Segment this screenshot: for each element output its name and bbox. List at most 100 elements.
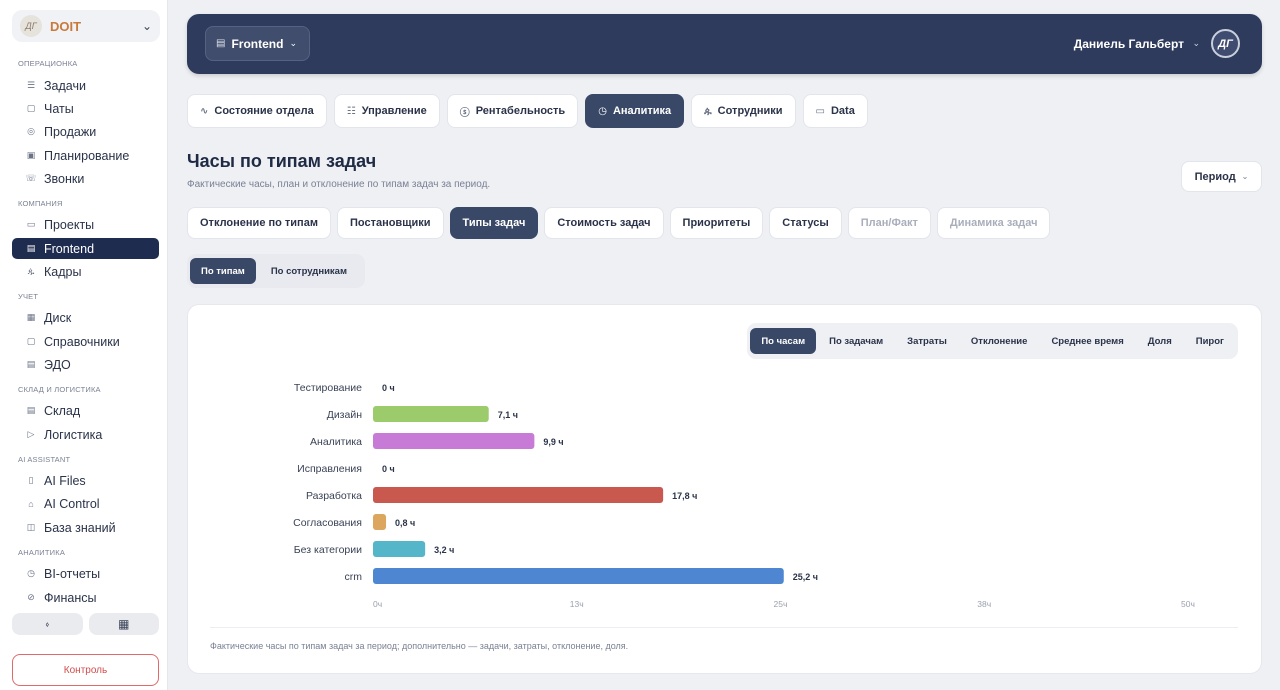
- category-label: Аналитика: [310, 436, 362, 448]
- top-header: ▤ Frontend ⌄ Даниель Гальберт ⌄ ДГ: [187, 14, 1262, 74]
- sidebar-section-warehouse: СКЛАД И ЛОГИСТИКА: [18, 385, 101, 394]
- bar[interactable]: [373, 433, 535, 449]
- toggle-by-types[interactable]: По типам: [190, 258, 256, 284]
- period-label: Период: [1194, 170, 1236, 183]
- sidebar-section-ai: AI ASSISTANT: [18, 455, 71, 464]
- disk-icon: ▦: [26, 312, 36, 322]
- sidebar-section-analytics: АНАЛИТИКА: [18, 548, 66, 557]
- sidebar-item-directories[interactable]: ▢ Справочники: [12, 331, 159, 352]
- org-switcher[interactable]: ДГ DOIT ⌄: [12, 10, 160, 42]
- share-icon: ⬫: [45, 616, 49, 631]
- category-label: Согласования: [293, 517, 362, 529]
- tab-analytics[interactable]: ◷ Аналитика: [585, 94, 685, 128]
- category-label: Без категории: [294, 544, 362, 556]
- sidebar-item-label: Чаты: [44, 101, 74, 116]
- sidebar-item-ai-control[interactable]: ⌂ AI Control: [12, 493, 159, 514]
- metric-tasks[interactable]: По задачам: [829, 335, 884, 347]
- sidebar-item-label: Финансы: [44, 590, 97, 605]
- view-toggle: По типам По сотрудникам: [187, 254, 365, 288]
- tab-data[interactable]: ▭ Data: [802, 94, 868, 128]
- money-icon: ⓢ: [459, 107, 470, 119]
- category-label: Дизайн: [327, 409, 362, 421]
- subtab-task-types[interactable]: Типы задач: [449, 207, 539, 239]
- subtab-task-cost[interactable]: Стоимость задач: [544, 207, 664, 239]
- user-name[interactable]: Даниель Гальберт: [1073, 37, 1184, 51]
- sidebar-item-label: Справочники: [44, 334, 120, 349]
- document-icon: ▤: [26, 359, 36, 369]
- sidebar-item-planning[interactable]: ▣ Планирование: [12, 145, 159, 166]
- sidebar-item-sales[interactable]: ◎ Продажи: [12, 121, 159, 142]
- sidebar-item-chats[interactable]: ▢ Чаты: [12, 98, 159, 119]
- tab-department-state[interactable]: ∿ Состояние отдела: [187, 94, 327, 128]
- sidebar-item-finance[interactable]: ⊘ Финансы: [12, 587, 159, 608]
- analytics-subtabs: Отклонение по типам Постановщики Типы за…: [187, 207, 1051, 239]
- category-label: Исправления: [297, 463, 362, 475]
- page-subtitle: Фактические часы, план и отклонение по т…: [187, 179, 491, 190]
- bar[interactable]: [373, 568, 784, 584]
- sidebar-item-logistics[interactable]: ▷ Логистика: [12, 424, 159, 445]
- sidebar-item-projects[interactable]: ▭ Проекты: [12, 214, 159, 235]
- value-label: 0,8 ч: [395, 518, 415, 528]
- bar[interactable]: [373, 514, 387, 530]
- org-name: DOIT: [50, 18, 82, 34]
- chevron-down-icon[interactable]: ⌄: [1192, 38, 1200, 48]
- subtab-deviation-by-type[interactable]: Отклонение по типам: [187, 207, 331, 239]
- report-icon: ◷: [27, 568, 35, 578]
- subtab-plan-fact[interactable]: План/Факт: [847, 207, 931, 239]
- tab-label: Аналитика: [612, 105, 672, 117]
- metric-avg-time[interactable]: Среднее время: [1051, 335, 1124, 347]
- sidebar-item-frontend[interactable]: ▤ Frontend: [12, 238, 159, 259]
- tab-employees[interactable]: ዹ Сотрудники: [691, 94, 796, 128]
- sidebar-item-disk[interactable]: ▦ Диск: [12, 307, 159, 328]
- sidebar-item-label: Кадры: [44, 264, 82, 279]
- value-label: 25,2 ч: [793, 572, 818, 582]
- subtab-assigners[interactable]: Постановщики: [336, 207, 444, 239]
- subtab-statuses[interactable]: Статусы: [769, 207, 842, 239]
- value-label: 0 ч: [382, 464, 395, 474]
- sidebar-item-warehouse[interactable]: ▤ Склад: [12, 400, 159, 421]
- subtab-priorities[interactable]: Приоритеты: [669, 207, 764, 239]
- x-tick-label: 38ч: [977, 599, 991, 609]
- calendar-button[interactable]: ▦: [88, 613, 159, 635]
- warehouse-icon: ▤: [26, 405, 36, 415]
- metric-costs[interactable]: Затраты: [907, 335, 947, 347]
- metric-deviation[interactable]: Отклонение: [970, 335, 1028, 347]
- x-tick-label: 50ч: [1181, 599, 1195, 609]
- project-switcher[interactable]: ▤ Frontend ⌄: [205, 26, 310, 61]
- period-dropdown[interactable]: Период ⌄: [1181, 161, 1262, 192]
- finance-icon: ⊘: [27, 592, 35, 602]
- x-tick-label: 13ч: [570, 599, 584, 609]
- share-button[interactable]: ⬫: [12, 613, 83, 635]
- sidebar-item-knowledge[interactable]: ◫ База знаний: [12, 517, 159, 538]
- sidebar-item-bi-reports[interactable]: ◷ BI-отчеты: [12, 563, 159, 584]
- bar[interactable]: [373, 541, 426, 557]
- sidebar-item-ai-files[interactable]: ▯ AI Files: [12, 470, 159, 491]
- value-label: 3,2 ч: [434, 545, 454, 555]
- sidebar-item-edo[interactable]: ▤ ЭДО: [12, 354, 159, 375]
- value-label: 17,8 ч: [672, 491, 697, 501]
- avatar[interactable]: ДГ: [1211, 29, 1240, 58]
- book-icon: ▢: [26, 336, 36, 346]
- sidebar-item-staff[interactable]: ዹ Кадры: [12, 261, 159, 282]
- sidebar-item-label: Задачи: [44, 78, 86, 93]
- bar[interactable]: [373, 487, 664, 503]
- main-tabs: ∿ Состояние отдела ☷ Управление ⓢ Рентабель…: [187, 94, 868, 128]
- subtab-task-dynamics[interactable]: Динамика задач: [936, 207, 1051, 239]
- control-icon: ⌂: [28, 498, 34, 509]
- phone-icon: ☏: [25, 173, 37, 183]
- hours-by-type-chart: Тестирование 0 ч Дизайн 7,1 ч Аналитика 9,9 ч…: [293, 382, 1195, 609]
- sidebar-item-label: Логистика: [44, 427, 103, 442]
- sidebar-section-accounting: УЧЕТ: [18, 292, 39, 301]
- sidebar-item-calls[interactable]: ☏ Звонки: [12, 168, 159, 189]
- control-button[interactable]: Контроль: [12, 654, 159, 686]
- tab-management[interactable]: ☷ Управление: [333, 94, 440, 128]
- metric-hours[interactable]: По часам: [750, 328, 817, 354]
- toggle-by-employees[interactable]: По сотрудникам: [270, 265, 347, 277]
- metric-pie[interactable]: Пирог: [1195, 335, 1224, 347]
- folder-icon: ▭: [815, 105, 825, 117]
- bar[interactable]: [373, 406, 489, 422]
- sidebar-item-label: Звонки: [44, 171, 85, 186]
- metric-share[interactable]: Доля: [1147, 335, 1172, 347]
- sidebar-item-tasks[interactable]: ☰ Задачи: [12, 75, 159, 96]
- tab-profitability[interactable]: ⓢ Рентабельность: [446, 94, 579, 128]
